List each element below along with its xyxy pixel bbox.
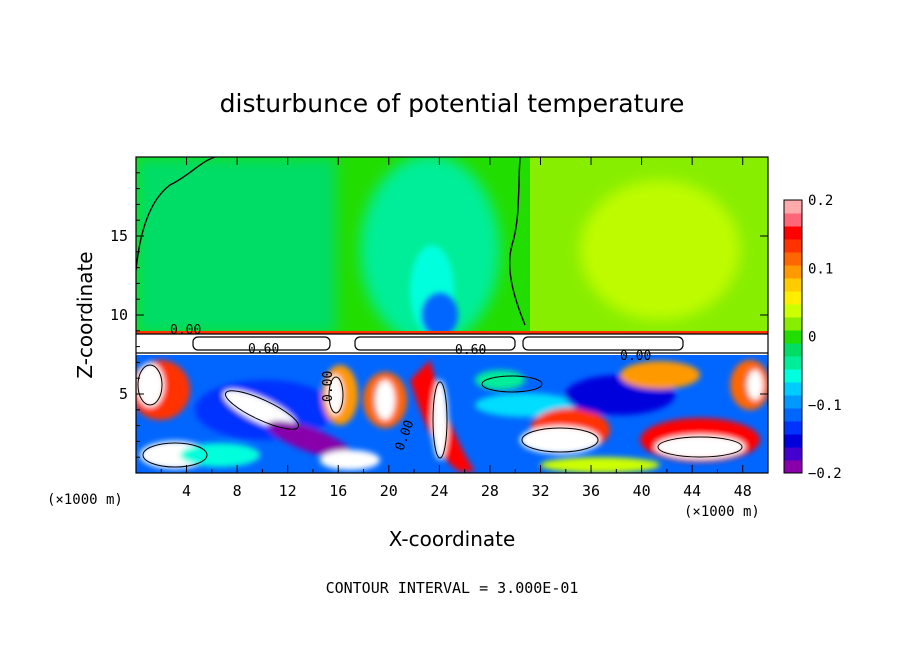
y-ticks: 5 10 15 — [110, 172, 768, 458]
colorbar — [784, 200, 802, 474]
colorbar-tick-label: −0.1 — [808, 398, 842, 414]
colorbar-swatch — [784, 200, 802, 214]
x-tick-label: 24 — [430, 482, 448, 500]
colorbar-swatch — [784, 356, 802, 370]
x-unit-label-left: (×1000 m) — [47, 492, 123, 508]
x-axis-label: X-coordinate — [389, 527, 516, 551]
x-tick-label: 36 — [582, 482, 600, 500]
x-tick-label: 44 — [683, 482, 701, 500]
plot-area — [136, 157, 768, 473]
contour-box-right — [522, 336, 684, 351]
colorbar-swatch — [784, 291, 802, 305]
x-unit-label-right: (×1000 m) — [684, 504, 760, 520]
x-tick-label: 28 — [481, 482, 499, 500]
colorbar-tick-label: 0 — [808, 330, 816, 346]
y-tick-label: 10 — [110, 306, 128, 324]
x-tick-label: 48 — [734, 482, 752, 500]
contour-label: 0.00 — [321, 371, 336, 402]
colorbar-swatch — [784, 434, 802, 448]
colorbar-swatch — [784, 330, 802, 344]
colorbar-swatch — [784, 460, 802, 474]
inversion-band — [136, 333, 768, 355]
colorbar-ticks: 0.2 0.1 0 −0.1 −0.2 — [808, 193, 842, 482]
contour-label: 0.00 — [620, 349, 651, 364]
contour-labels: 0.00 0.60 0.60 0.00 0.00 0.00 — [170, 323, 651, 453]
contour-box-mid — [354, 336, 516, 351]
y-tick-label: 5 — [119, 385, 128, 403]
upper-warm-patch — [580, 180, 740, 320]
chart-title: disturbunce of potential temperature — [220, 89, 685, 118]
colorbar-swatch — [784, 408, 802, 422]
colorbar-swatch — [784, 369, 802, 383]
lower-turbulence — [136, 360, 768, 473]
colorbar-swatch — [784, 317, 802, 331]
inversion-top — [136, 331, 768, 334]
x-tick-label: 4 — [182, 482, 191, 500]
zero-contour-left — [136, 157, 216, 271]
zero-contour-right — [509, 157, 526, 326]
contour-interval-note: CONTOUR INTERVAL = 3.000E-01 — [326, 579, 579, 597]
contour-label: 0.60 — [248, 342, 279, 357]
colorbar-swatch — [784, 395, 802, 409]
x-tick-label: 20 — [380, 482, 398, 500]
x-tick-label: 16 — [329, 482, 347, 500]
x-tick-label: 12 — [279, 482, 297, 500]
x-ticks: 4 8 12 16 20 24 28 32 36 40 44 48 — [160, 157, 752, 500]
colorbar-swatch — [784, 421, 802, 435]
colorbar-swatch — [784, 239, 802, 253]
colorbar-swatch — [784, 265, 802, 279]
contour-label: 0.60 — [455, 343, 486, 358]
y-axis-label: Z-coordinate — [73, 251, 97, 378]
x-tick-label: 8 — [233, 482, 242, 500]
x-tick-label: 40 — [633, 482, 651, 500]
colorbar-swatch — [784, 278, 802, 292]
colorbar-swatch — [784, 226, 802, 240]
colorbar-swatch — [784, 447, 802, 461]
upper-field-left-cool — [136, 157, 336, 335]
x-tick-label: 32 — [531, 482, 549, 500]
contour-label: 0.00 — [170, 323, 201, 338]
upper-blue-core — [422, 293, 458, 337]
colorbar-tick-label: 0.1 — [808, 261, 833, 277]
colorbar-swatch — [784, 252, 802, 266]
colorbar-swatch — [784, 304, 802, 318]
colorbar-swatch — [784, 382, 802, 396]
y-tick-label: 15 — [110, 227, 128, 245]
colorbar-swatch — [784, 213, 802, 227]
colorbar-tick-label: −0.2 — [808, 466, 842, 482]
colorbar-tick-label: 0.2 — [808, 193, 833, 209]
colorbar-frame — [783, 199, 803, 474]
colorbar-swatch — [784, 343, 802, 357]
lower-contours — [137, 364, 743, 468]
contour-box-left — [192, 336, 331, 351]
